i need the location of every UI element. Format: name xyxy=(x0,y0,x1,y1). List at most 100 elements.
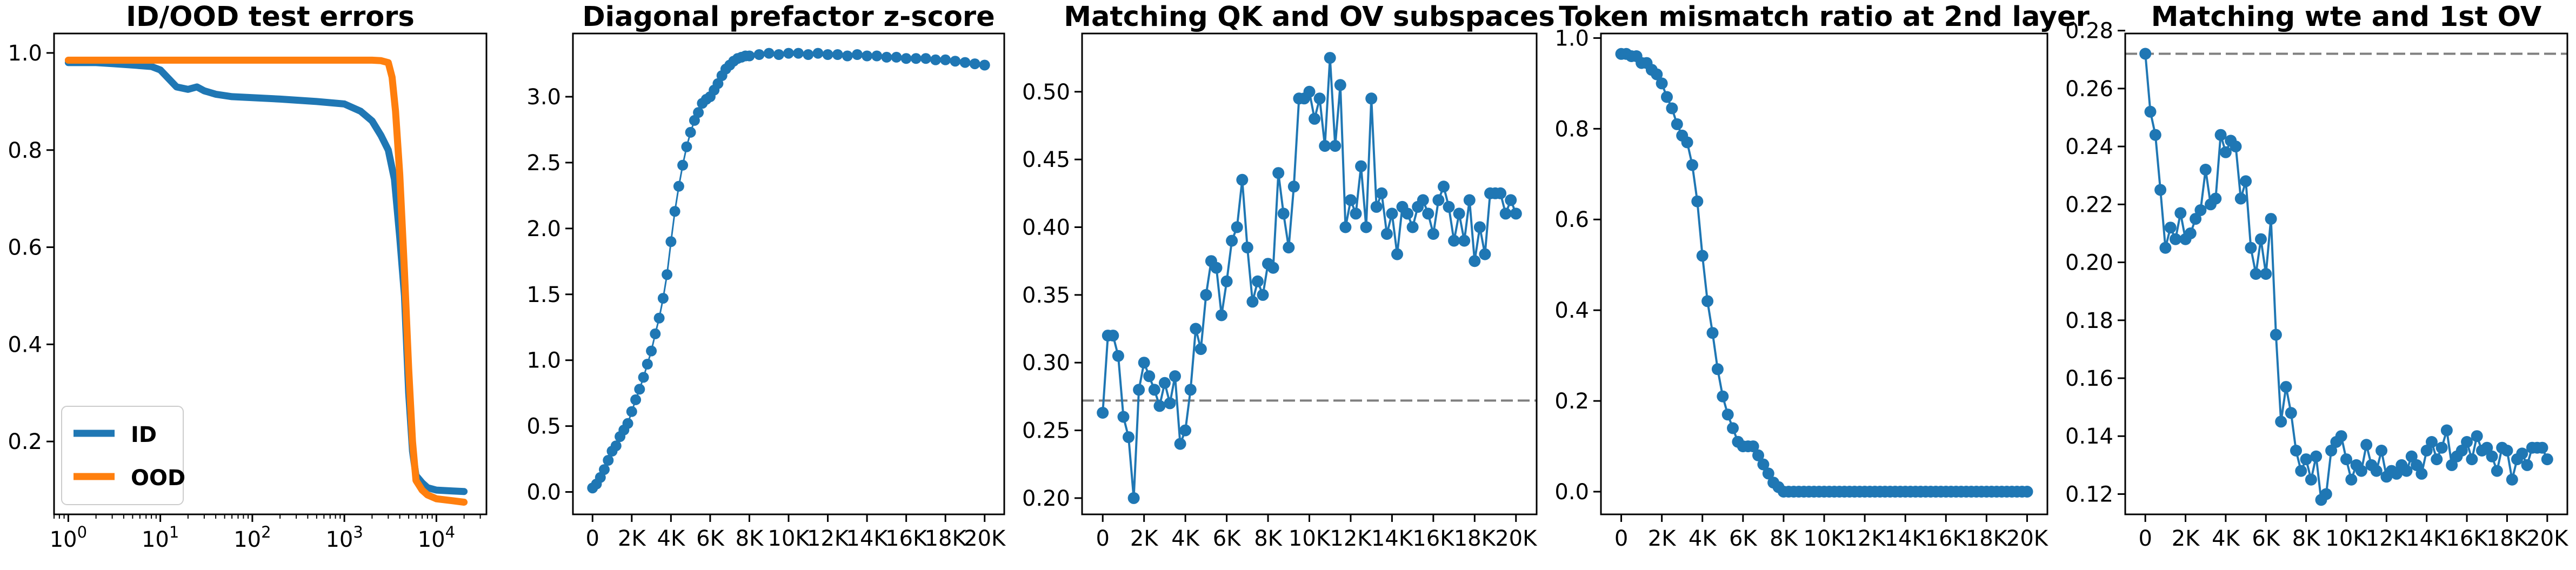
data-point xyxy=(622,418,633,429)
x-tick-label: 18K xyxy=(1966,526,2008,551)
data-point xyxy=(2240,175,2252,187)
x-tick-label: 4K xyxy=(2212,526,2240,551)
data-point xyxy=(2455,445,2468,457)
y-tick-label: 0.26 xyxy=(2065,77,2113,102)
data-point xyxy=(1747,440,1759,453)
data-point xyxy=(673,180,684,192)
data-point xyxy=(1143,370,1156,383)
y-tick-label: 0.40 xyxy=(1022,216,1070,240)
data-point xyxy=(1762,467,1774,480)
data-point xyxy=(1661,91,1673,103)
data-point xyxy=(1309,112,1321,125)
data-point xyxy=(1427,228,1439,240)
data-point xyxy=(1107,330,1119,342)
data-point xyxy=(693,107,704,118)
data-point xyxy=(2440,424,2453,437)
legend: ID OOD xyxy=(61,406,185,505)
data-point xyxy=(2481,441,2493,454)
x-tick-exponent: 4 xyxy=(445,523,455,541)
data-point xyxy=(2164,222,2177,234)
data-point xyxy=(1458,234,1471,247)
data-point xyxy=(2170,233,2181,245)
data-point xyxy=(2415,467,2428,480)
data-point xyxy=(1153,400,1166,412)
data-point xyxy=(2541,453,2553,466)
data-point xyxy=(1287,180,1300,193)
data-point xyxy=(1257,289,1269,301)
data-point xyxy=(920,53,931,64)
data-point xyxy=(2340,453,2352,466)
data-point xyxy=(2295,465,2307,477)
x-tick-label: 12K xyxy=(807,526,850,551)
data-point xyxy=(2310,450,2323,462)
x-tick-label: 12K xyxy=(2366,526,2408,551)
x-tick-exponent: 0 xyxy=(77,523,87,541)
data-point xyxy=(2320,488,2332,500)
data-point xyxy=(1469,255,1481,267)
data-point xyxy=(646,345,657,357)
data-point xyxy=(1479,248,1491,260)
x-tick-label: 10K xyxy=(1803,526,1846,551)
data-point xyxy=(1097,407,1109,419)
y-tick-label: 0.4 xyxy=(8,332,42,357)
data-point xyxy=(2250,268,2262,280)
x-tick-label: 14K xyxy=(1885,526,1927,551)
data-point xyxy=(1184,384,1197,396)
data-point xyxy=(610,440,622,452)
data-point xyxy=(1246,296,1259,308)
data-point xyxy=(1443,200,1455,213)
y-tick-label: 0.50 xyxy=(1022,80,1070,105)
data-point xyxy=(1499,207,1512,220)
data-point xyxy=(979,59,990,71)
chart-title: Matching QK and OV subspaces xyxy=(1064,1,1555,33)
data-point xyxy=(1277,207,1290,220)
data-point xyxy=(2174,207,2187,219)
chart-3: Matching QK and OV subspaces 0.20 0.25 0.30… xyxy=(1022,1,1555,551)
data-point xyxy=(1473,221,1486,233)
data-point xyxy=(1696,250,1709,262)
x-tick-label: 8K xyxy=(736,526,764,551)
data-point xyxy=(1241,242,1253,254)
data-point xyxy=(1701,295,1714,307)
y-tick-label: 0.5 xyxy=(526,414,561,439)
data-point xyxy=(1231,221,1243,233)
data-point xyxy=(2199,164,2212,176)
x-tick-label: 6K xyxy=(696,526,725,551)
data-point xyxy=(2446,459,2458,471)
y-tick-label: 0.8 xyxy=(1554,117,1589,142)
data-point xyxy=(959,57,971,68)
data-point xyxy=(2255,233,2267,245)
data-point xyxy=(2149,129,2161,141)
data-point xyxy=(2230,140,2242,153)
chart-title: ID/OOD test errors xyxy=(126,1,415,33)
x-tick-base: 10 xyxy=(50,527,77,552)
data-point xyxy=(1148,384,1160,396)
data-point xyxy=(2194,204,2207,216)
series-line-1 xyxy=(591,52,986,489)
y-tick-label: 0.6 xyxy=(8,236,42,260)
data-point xyxy=(2245,242,2257,254)
data-point xyxy=(744,50,755,62)
data-point xyxy=(2506,473,2518,486)
data-point xyxy=(1319,140,1331,152)
data-point xyxy=(650,328,661,339)
data-point xyxy=(1216,309,1227,321)
data-point xyxy=(1226,234,1238,247)
x-tick-label: 8K xyxy=(1254,526,1283,551)
x-tick-label: 12K xyxy=(1844,526,1887,551)
x-tick-label: 0 xyxy=(2138,526,2152,551)
data-point xyxy=(1727,422,1739,434)
x-tick-label: 6K xyxy=(1729,526,1758,551)
series-line-2 xyxy=(64,56,468,506)
data-point xyxy=(871,50,883,62)
data-point xyxy=(2210,192,2222,205)
data-point xyxy=(669,206,680,217)
x-tick-exponent: 3 xyxy=(353,523,363,541)
data-point xyxy=(1272,167,1285,179)
x-tick-label: 16K xyxy=(885,526,928,551)
data-point xyxy=(842,50,853,62)
data-point xyxy=(1671,118,1683,130)
chart-title: Matching wte and 1st OV xyxy=(2151,1,2542,33)
data-point xyxy=(1283,242,1295,254)
x-tick-label: 20K xyxy=(964,526,1006,551)
